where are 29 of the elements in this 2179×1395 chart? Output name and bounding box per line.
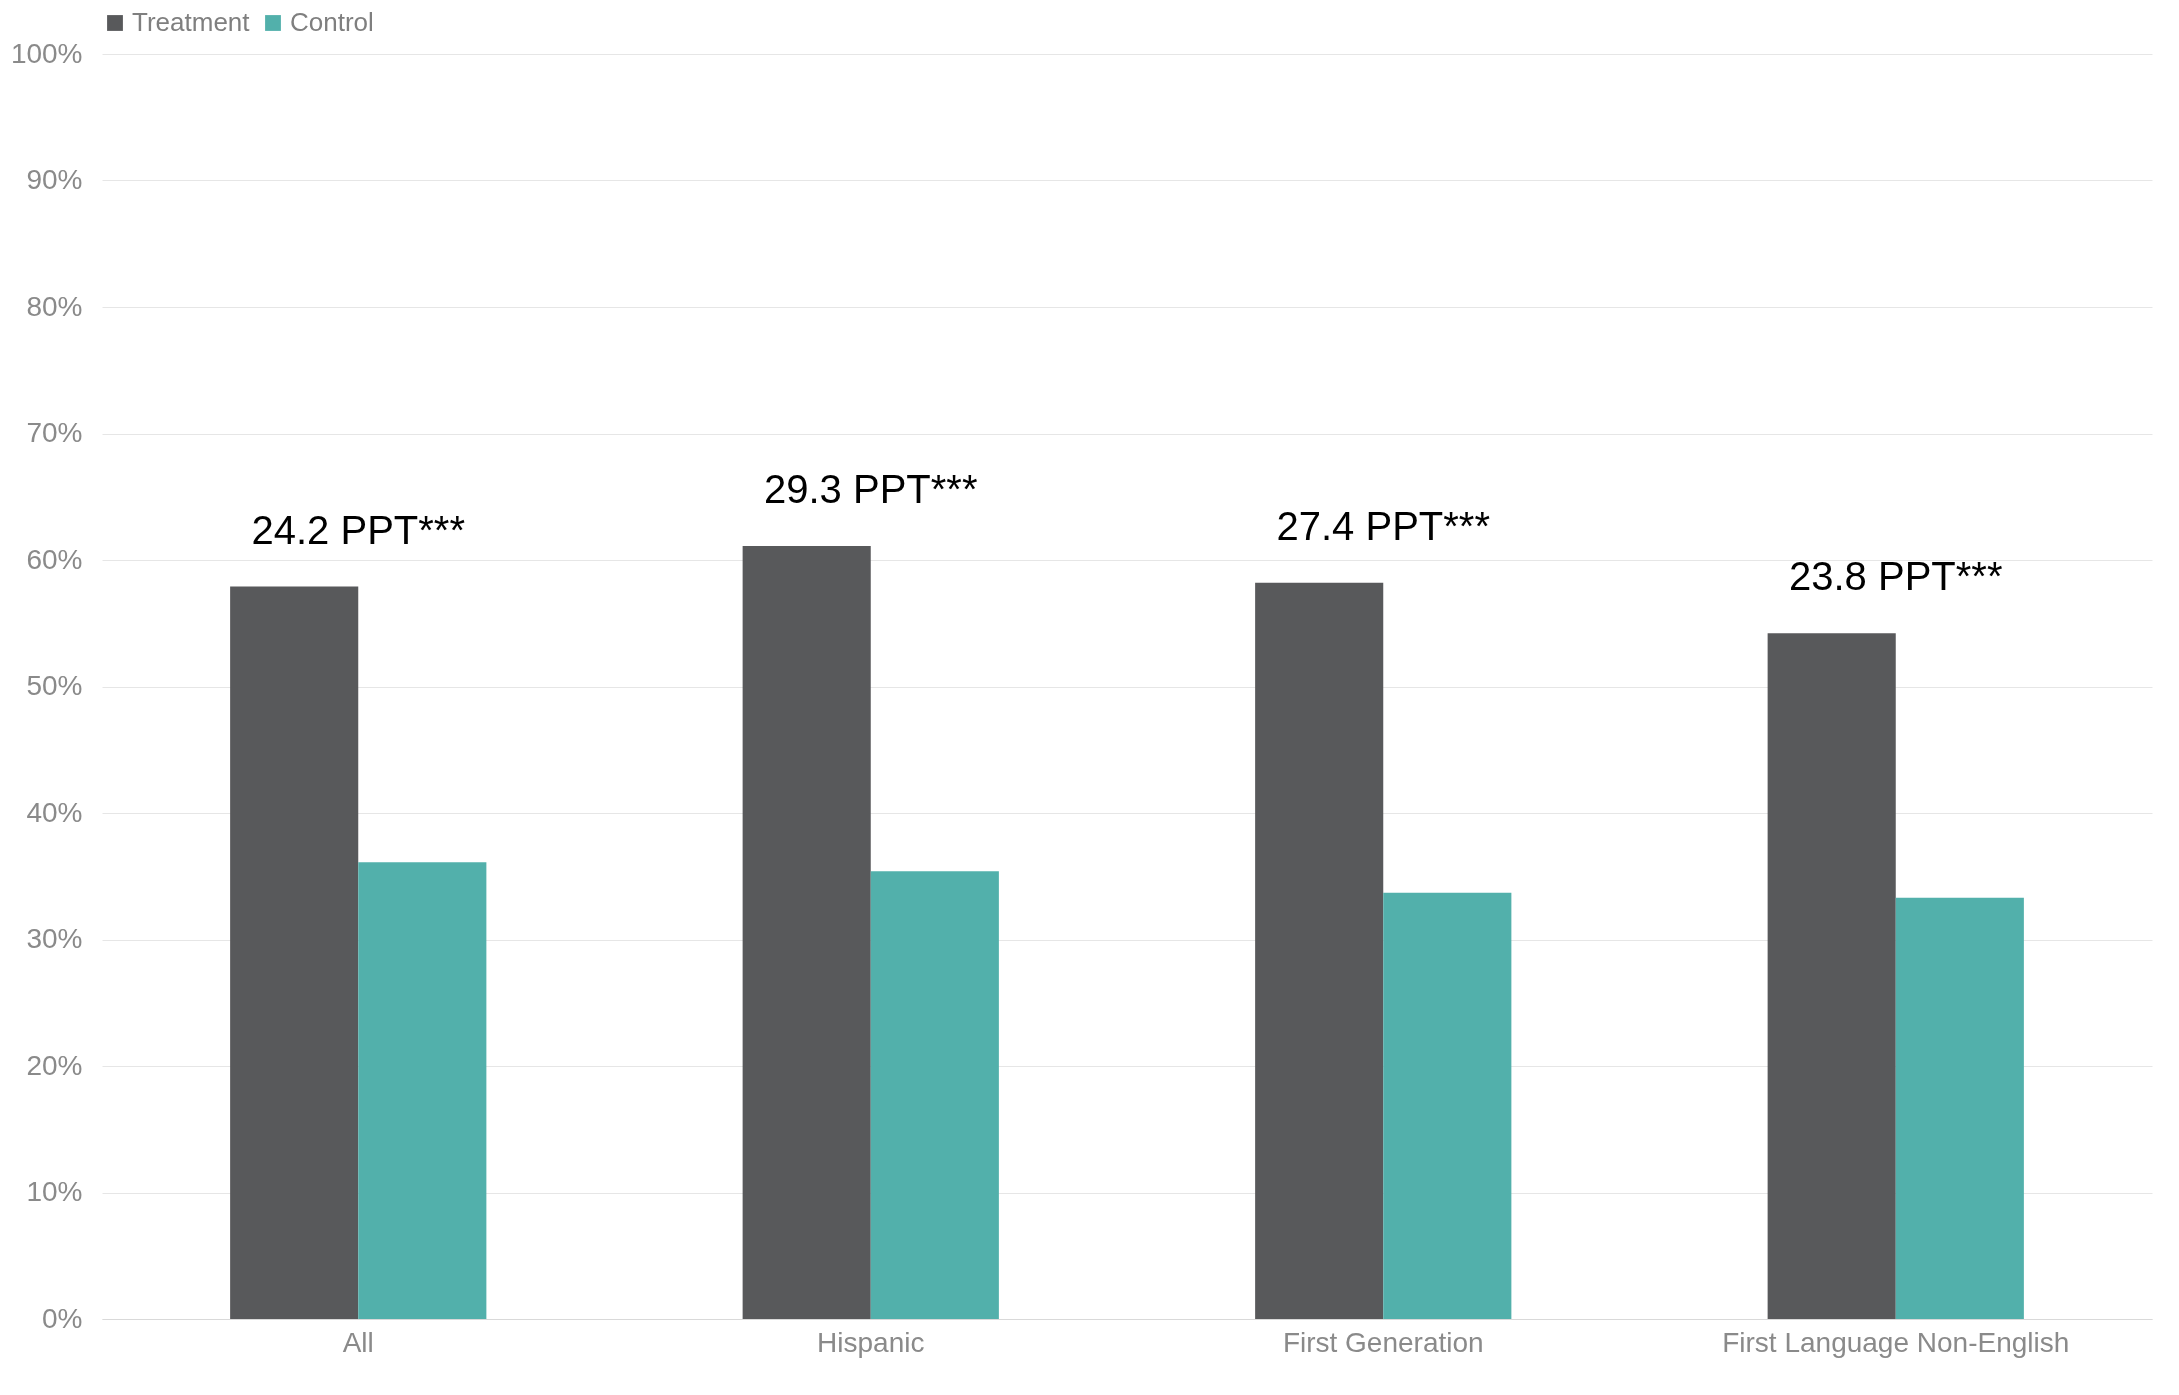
y-tick-label: 30% <box>26 923 83 954</box>
y-tick-label: 80% <box>26 290 83 322</box>
x-tick-label: All <box>342 1326 374 1358</box>
x-tick-label: First Generation <box>1282 1326 1484 1358</box>
y-tick-label: 10% <box>26 1176 83 1207</box>
y-tick-label: 0% <box>42 1302 83 1334</box>
x-tick-label: Hispanic <box>817 1326 925 1358</box>
bar <box>1895 897 2024 1319</box>
y-tick-label: 90% <box>26 164 83 195</box>
bar <box>1383 892 1512 1319</box>
bar <box>742 546 871 1319</box>
y-tick-label: 60% <box>26 543 83 575</box>
y-tick-label: 100% <box>10 37 83 69</box>
legend-label: Treatment <box>132 7 251 37</box>
annotation: 29.3 PPT*** <box>764 467 978 512</box>
y-tick-label: 70% <box>26 417 83 448</box>
bar <box>230 586 359 1319</box>
x-tick-label: First Language Non-English <box>1722 1326 2070 1358</box>
bar <box>1255 582 1384 1319</box>
bar <box>1767 633 1896 1319</box>
bar <box>870 871 999 1319</box>
y-tick-label: 40% <box>26 796 83 828</box>
annotation: 23.8 PPT*** <box>1789 554 2003 599</box>
legend-label: Control <box>290 7 374 37</box>
bar <box>358 862 487 1319</box>
annotation: 27.4 PPT*** <box>1276 503 1490 548</box>
y-tick-label: 50% <box>26 670 83 701</box>
y-tick-label: 20% <box>26 1049 83 1081</box>
annotation: 24.2 PPT*** <box>251 507 465 552</box>
